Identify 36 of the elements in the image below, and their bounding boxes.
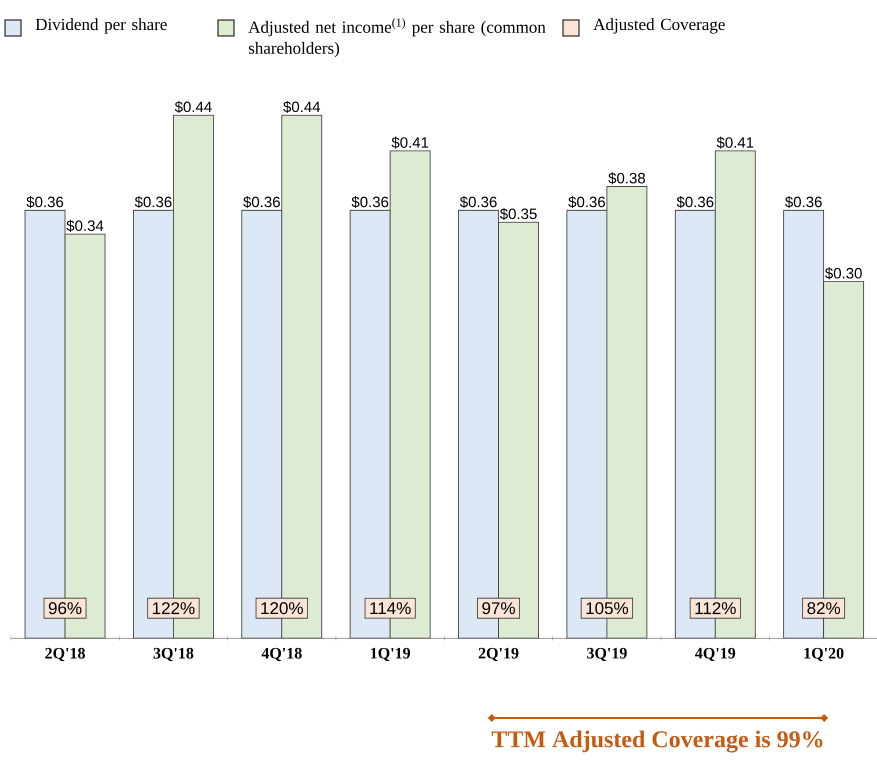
text: 120% xyxy=(261,602,303,614)
text: 105% xyxy=(586,602,628,614)
text: 97% xyxy=(482,602,515,614)
x-tick-label: 2Q'18 xyxy=(45,648,85,662)
data-label: $0.36 xyxy=(243,196,280,208)
data-label: $0.38 xyxy=(608,172,646,184)
x-tick-label: 4Q'19 xyxy=(695,648,736,662)
x-tick-label: 1Q'19 xyxy=(370,648,410,662)
data-label: $0.36 xyxy=(352,196,388,208)
data-label: $0.36 xyxy=(460,196,497,208)
x-tick-label: 2Q'19 xyxy=(478,648,518,662)
legend-label: Dividend per share xyxy=(36,18,167,34)
data-label: $0.36 xyxy=(785,196,822,208)
data-label: $0.41 xyxy=(716,136,754,149)
x-tick-label: 4Q'18 xyxy=(262,648,302,662)
data-label: $0.36 xyxy=(568,196,606,208)
x-tick-label: 1Q'20 xyxy=(804,648,844,662)
data-label: $0.44 xyxy=(174,100,212,114)
data-label: $0.44 xyxy=(283,100,320,114)
text: Adjusted net income$^{(1)}$ per share (common shareholders) xyxy=(248,18,546,58)
text: TTM Adjusted Coverage is 99% xyxy=(492,730,822,752)
data-label: $0.30 xyxy=(825,267,862,280)
legend-label: Adjusted Coverage xyxy=(593,18,725,34)
x-tick-label: 3Q'19 xyxy=(587,648,627,662)
text: 114% xyxy=(370,602,411,614)
data-label: $0.34 xyxy=(66,220,104,232)
text: 122% xyxy=(152,602,195,614)
text: 82% xyxy=(807,602,840,614)
data-label: $0.36 xyxy=(676,196,714,208)
data-label: $0.35 xyxy=(500,208,537,220)
text: 96% xyxy=(48,602,82,614)
text: 112% xyxy=(695,602,736,614)
x-tick-label: 3Q'18 xyxy=(154,648,194,662)
data-label: $0.36 xyxy=(26,196,64,208)
data-label: $0.41 xyxy=(392,136,428,149)
data-label: $0.36 xyxy=(134,196,172,208)
